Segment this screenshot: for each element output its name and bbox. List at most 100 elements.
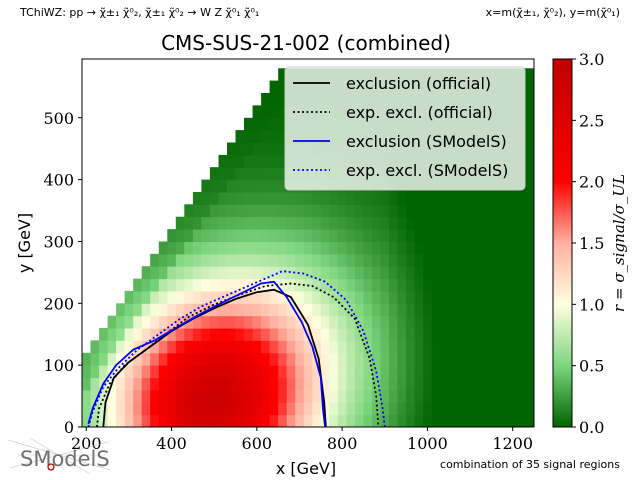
heatmap-cell (414, 303, 424, 317)
heatmap-cell (389, 241, 398, 255)
heatmap-cell (252, 402, 262, 416)
heatmap-cell (320, 253, 330, 267)
heatmap-cell (491, 192, 501, 205)
heatmap-cell (508, 290, 518, 304)
heatmap-cell (252, 365, 262, 379)
heatmap-cell (380, 253, 390, 267)
heatmap-cell (303, 253, 313, 267)
heatmap-cell (354, 303, 364, 317)
heatmap-cell (261, 93, 271, 106)
heatmap-cell (235, 340, 245, 354)
heatmap-cell (227, 414, 236, 428)
heatmap-cell (380, 340, 390, 354)
heatmap-cell (397, 216, 407, 230)
heatmap-cell (423, 402, 433, 416)
heatmap-cell (465, 192, 475, 205)
heatmap-cell (244, 179, 253, 193)
heatmap-cell (167, 290, 177, 304)
heatmap-cell (209, 290, 219, 304)
heatmap-cell (82, 352, 91, 366)
heatmap-cell (431, 377, 441, 391)
heatmap-cell (184, 229, 194, 242)
heatmap-cell (372, 340, 381, 354)
heatmap-cell (269, 414, 279, 428)
heatmap-cell (516, 315, 526, 329)
heatmap-cell (218, 266, 228, 280)
heatmap-cell (337, 315, 347, 329)
heatmap-cell (278, 204, 288, 218)
heatmap-cell (175, 303, 185, 317)
heatmap-cell (423, 216, 433, 230)
heatmap-cell (278, 340, 288, 354)
heatmap-cell (295, 241, 305, 255)
heatmap-cell (474, 402, 484, 416)
heatmap-cell (329, 365, 339, 379)
heatmap-cell (320, 328, 330, 341)
heatmap-cell (363, 204, 373, 218)
heatmap-cell (167, 266, 177, 280)
heatmap-cell (508, 253, 518, 267)
heatmap-cell (133, 328, 143, 341)
plot-frame (81, 58, 535, 428)
heatmap-cell (252, 389, 262, 403)
x-tick-label: 1200 (492, 434, 533, 453)
heatmap-cell (499, 402, 509, 416)
heatmap-cell (192, 192, 202, 205)
heatmap-cell (184, 303, 194, 317)
heatmap-cell (320, 315, 330, 329)
heatmap-cell (158, 389, 168, 403)
heatmap-cell (261, 290, 271, 304)
heatmap-cell (525, 253, 535, 267)
heatmap-cell (448, 278, 458, 292)
heatmap-cell (482, 192, 492, 205)
heatmap-cell (227, 328, 236, 341)
heatmap-cell (175, 377, 185, 391)
heatmap-cell (457, 340, 467, 354)
heatmap-cell (525, 192, 535, 205)
heatmap-cell (295, 340, 305, 354)
heatmap-cell (278, 352, 288, 366)
heatmap-cell (175, 352, 185, 366)
heatmap-cell (406, 253, 416, 267)
heatmap-cell (252, 204, 262, 218)
heatmap-cell (474, 414, 484, 428)
heatmap-cell (312, 241, 322, 255)
heatmap-cell (184, 402, 194, 416)
heatmap-cell (295, 377, 305, 391)
heatmap-cell (482, 303, 492, 317)
heatmap-cell (175, 278, 185, 292)
heatmap-cell (312, 278, 322, 292)
heatmap-cell (278, 167, 288, 181)
heatmap-cell (269, 80, 279, 94)
heatmap-cell (363, 315, 373, 329)
curve-3 (87, 280, 326, 428)
heatmap-cell (474, 328, 484, 341)
colorbar-tick-label: 1.5 (579, 234, 604, 253)
heatmap-cell (499, 315, 509, 329)
heatmap-cell (329, 229, 339, 242)
heatmap-cell (499, 389, 509, 403)
heatmap-cell (261, 253, 271, 267)
heatmap-cell (150, 352, 160, 366)
heatmap-cell (261, 117, 271, 131)
heatmap-cell (269, 402, 279, 416)
heatmap-cell (389, 315, 398, 329)
heatmap-cell (192, 216, 202, 230)
heatmap-cell (499, 241, 509, 255)
heatmap-cell (423, 266, 433, 280)
heatmap-cell (141, 352, 151, 366)
heatmap-cell (227, 278, 236, 292)
heatmap-cell (440, 402, 450, 416)
heatmap-cell (278, 365, 288, 379)
heatmap-cell (380, 204, 390, 218)
heatmap-cell (184, 328, 194, 341)
heatmap-cell (303, 229, 313, 242)
heatmap-cell (397, 229, 407, 242)
heatmap-cell (278, 303, 288, 317)
heatmap-cell (158, 303, 168, 317)
heatmap-cell (499, 328, 509, 341)
heatmap-cell (141, 328, 151, 341)
heatmap-cell (346, 328, 356, 341)
heatmap-cell (312, 365, 322, 379)
heatmap-cell (491, 241, 501, 255)
